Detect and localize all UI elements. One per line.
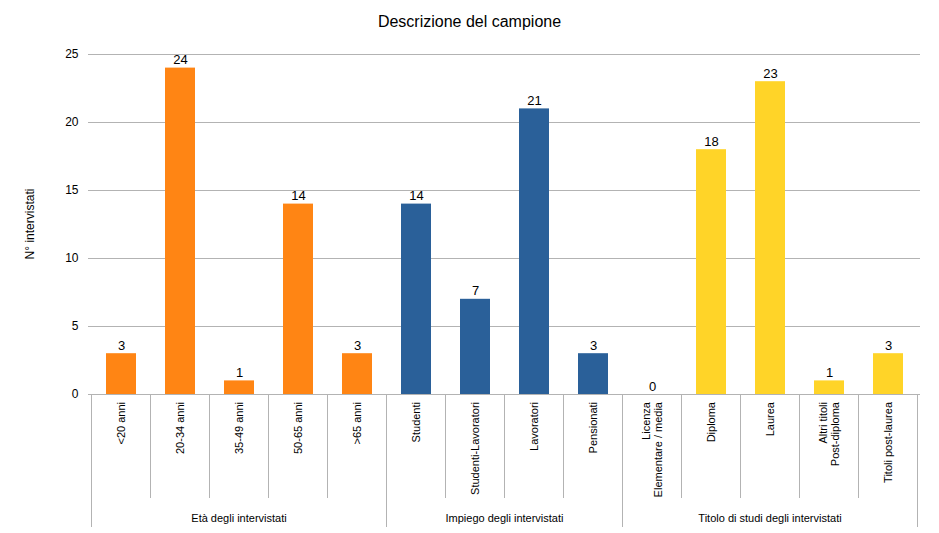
svg-text:Lavoratori: Lavoratori — [528, 402, 540, 451]
svg-text:Altri titoliPost-diploma: Altri titoliPost-diploma — [817, 401, 841, 466]
svg-text:18: 18 — [704, 134, 718, 149]
svg-text:Pensionati: Pensionati — [587, 402, 599, 453]
svg-text:>65 anni: >65 anni — [351, 402, 363, 445]
svg-text:Titoli post-laurea: Titoli post-laurea — [882, 401, 894, 483]
html-text:Descrizione del campione: Descrizione del campione — [377, 13, 562, 30]
svg-text:24: 24 — [173, 52, 187, 67]
svg-text:Diploma: Diploma — [705, 401, 717, 442]
svg-text:1: 1 — [236, 365, 243, 380]
svg-text:15: 15 — [65, 183, 79, 197]
svg-text:N° intervistati: N° intervistati — [23, 189, 37, 260]
svg-text:14: 14 — [409, 188, 423, 203]
svg-text:Studenti: Studenti — [410, 402, 422, 442]
svg-text:Studenti-Lavoratori: Studenti-Lavoratori — [469, 402, 481, 495]
svg-text:35-49 anni: 35-49 anni — [233, 402, 245, 454]
svg-text:LicenzaElementare / media: LicenzaElementare / media — [640, 401, 664, 497]
svg-text:3: 3 — [885, 338, 892, 353]
svg-text:50-65 anni: 50-65 anni — [292, 402, 304, 454]
svg-text:5: 5 — [72, 319, 79, 333]
svg-text:14: 14 — [291, 188, 305, 203]
svg-text:25: 25 — [65, 47, 79, 61]
svg-text:<20 anni: <20 anni — [115, 402, 127, 445]
svg-text:20-34 anni: 20-34 anni — [174, 402, 186, 454]
svg-text:10: 10 — [65, 251, 79, 265]
svg-text:3: 3 — [590, 338, 597, 353]
svg-text:Età degli intervistati: Età degli intervistati — [191, 512, 286, 524]
svg-text:Impiego degli intervistati: Impiego degli intervistati — [445, 512, 563, 524]
svg-text:23: 23 — [763, 66, 777, 81]
svg-text:0: 0 — [72, 387, 79, 401]
svg-text:21: 21 — [527, 93, 541, 108]
svg-text:0: 0 — [649, 379, 656, 394]
svg-text:3: 3 — [354, 338, 361, 353]
svg-text:1: 1 — [826, 365, 833, 380]
svg-text:Titolo di studi degli intervis: Titolo di studi degli intervistati — [698, 512, 841, 524]
svg-text:7: 7 — [472, 283, 479, 298]
svg-text:3: 3 — [118, 338, 125, 353]
svg-text:Laurea: Laurea — [764, 401, 776, 436]
svg-text:20: 20 — [65, 115, 79, 129]
